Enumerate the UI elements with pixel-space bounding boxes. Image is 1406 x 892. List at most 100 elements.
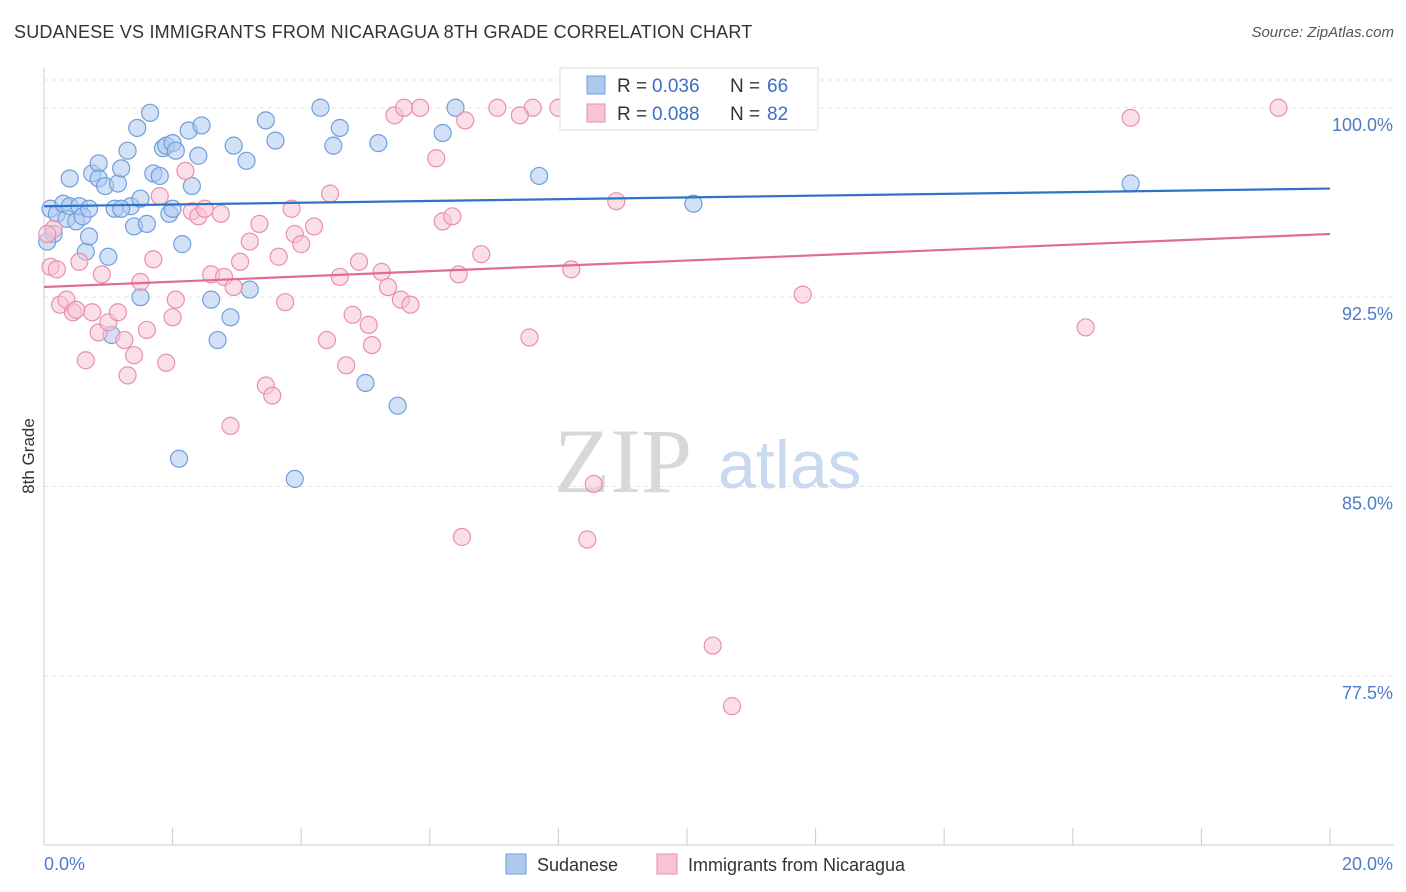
y-tick-labels: 100.0% 92.5% 85.0% 77.5% xyxy=(1332,115,1393,703)
sudanese-point xyxy=(530,166,549,186)
y-tick-label: 92.5% xyxy=(1342,304,1393,324)
nicaragua-point xyxy=(443,207,462,226)
nicaragua-point xyxy=(411,98,430,117)
sudanese-point xyxy=(684,194,703,213)
nicaragua-point xyxy=(76,351,95,370)
sudanese-point xyxy=(285,469,304,489)
nicaragua-point xyxy=(449,265,468,284)
nicaragua-point xyxy=(276,293,295,312)
nicaragua-point xyxy=(144,250,163,269)
nicaragua-point xyxy=(211,204,230,223)
legend-r-label-1: R = xyxy=(617,76,647,97)
sudanese-point xyxy=(388,396,407,415)
sudanese-point xyxy=(128,118,147,138)
sudanese-point xyxy=(221,308,240,327)
nicaragua-point xyxy=(38,224,57,244)
sudanese-point xyxy=(192,116,211,135)
nicaragua-point xyxy=(452,527,472,547)
nicaragua-points xyxy=(38,98,1288,716)
sudanese-point xyxy=(118,141,137,160)
watermark-zip: ZIP xyxy=(554,410,692,512)
nicaragua-point xyxy=(1269,98,1288,117)
bottom-swatch-nicaragua xyxy=(656,853,678,875)
legend-n-value-2: 82 xyxy=(767,104,788,125)
sudanese-point xyxy=(112,159,131,178)
nicaragua-point xyxy=(231,252,250,271)
watermark-atlas: atlas xyxy=(718,427,862,503)
trend-lines xyxy=(43,187,1331,289)
sudanese-point xyxy=(330,118,349,138)
nicaragua-point xyxy=(176,161,195,180)
nicaragua-point xyxy=(1121,108,1140,127)
legend-swatch-sudanese xyxy=(586,75,606,95)
sudanese-point xyxy=(60,169,79,188)
sudanese-point xyxy=(311,98,330,117)
nicaragua-point xyxy=(240,232,259,251)
nicaragua-point xyxy=(163,308,182,327)
nicaragua-point xyxy=(157,353,176,372)
sudanese-point xyxy=(224,136,243,155)
watermark: ZIP atlas xyxy=(554,410,862,512)
nicaragua-trend-line xyxy=(43,232,1331,289)
sudanese-point xyxy=(131,189,150,208)
nicaragua-point xyxy=(70,252,89,271)
sudanese-point xyxy=(356,373,375,393)
legend-n-label-2: N = xyxy=(730,104,760,125)
nicaragua-point xyxy=(472,245,491,264)
nicaragua-point xyxy=(510,106,529,125)
chart-title: SUDANESE VS IMMIGRANTS FROM NICARAGUA 8T… xyxy=(14,22,753,42)
nicaragua-point xyxy=(269,247,288,266)
nicaragua-point xyxy=(67,300,86,319)
nicaragua-point xyxy=(47,260,66,279)
sudanese-point xyxy=(446,98,465,117)
nicaragua-point xyxy=(317,330,337,350)
sudanese-point xyxy=(237,151,256,170)
sudanese-point xyxy=(150,166,169,186)
nicaragua-point xyxy=(488,98,507,117)
nicaragua-point xyxy=(456,111,475,130)
nicaragua-point xyxy=(330,267,349,287)
nicaragua-point xyxy=(150,187,169,206)
legend-r-value-1: 0.036 xyxy=(652,76,700,97)
legend-swatch-nicaragua xyxy=(586,103,606,123)
sudanese-point xyxy=(169,449,189,468)
sudanese-point xyxy=(240,280,259,299)
legend-n-label-1: N = xyxy=(730,76,760,97)
nicaragua-point xyxy=(221,416,240,435)
sudanese-point xyxy=(79,199,99,218)
nicaragua-point xyxy=(250,214,269,234)
sudanese-point xyxy=(163,199,182,218)
nicaragua-point xyxy=(359,315,378,335)
nicaragua-point xyxy=(224,277,243,297)
nicaragua-point xyxy=(1076,318,1095,337)
nicaragua-point xyxy=(118,366,137,385)
y-tick-label: 85.0% xyxy=(1342,493,1393,513)
nicaragua-point xyxy=(263,386,282,405)
nicaragua-point xyxy=(337,356,356,375)
x-tick-label-min: 0.0% xyxy=(44,854,85,874)
nicaragua-point xyxy=(562,260,581,279)
nicaragua-point xyxy=(321,184,340,203)
sudanese-point xyxy=(189,146,208,165)
nicaragua-point xyxy=(282,199,301,218)
sudanese-point xyxy=(89,154,108,173)
nicaragua-point xyxy=(394,98,414,117)
x-tick-label-max: 20.0% xyxy=(1342,854,1393,874)
legend-top: R = 0.036 N = 66 R = 0.088 N = 82 xyxy=(559,67,819,131)
sudanese-point xyxy=(208,330,227,350)
nicaragua-point xyxy=(343,305,362,324)
sudanese-point xyxy=(266,131,285,150)
sudanese-point xyxy=(140,103,160,122)
nicaragua-point xyxy=(584,474,603,494)
legend-r-value-2: 0.088 xyxy=(652,104,700,125)
bottom-swatch-sudanese xyxy=(505,853,527,875)
nicaragua-point xyxy=(195,199,214,218)
legend-bottom: Sudanese Immigrants from Nicaragua xyxy=(505,853,906,875)
nicaragua-point xyxy=(520,328,539,347)
y-axis-title: 8th Grade xyxy=(19,418,38,494)
sudanese-point xyxy=(173,235,192,254)
sudanese-point xyxy=(1121,174,1140,193)
nicaragua-point xyxy=(83,303,102,322)
nicaragua-point xyxy=(137,320,156,340)
